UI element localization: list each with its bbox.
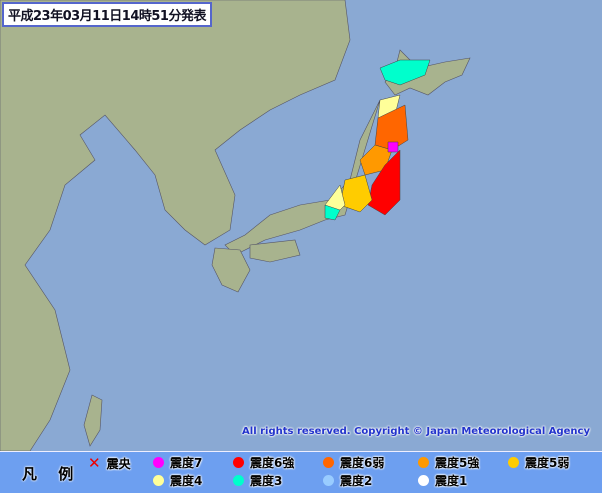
legend-item: 震度4 bbox=[153, 472, 202, 489]
issue-time-title: 平成23年03月11日14時51分発表 bbox=[2, 2, 212, 27]
legend-item: 震度6弱 bbox=[323, 454, 384, 471]
taiwan bbox=[83, 394, 103, 447]
map-canvas bbox=[0, 0, 471, 451]
legend-heading: 凡 例 bbox=[22, 465, 82, 483]
legend-item: 震度5強 bbox=[418, 454, 479, 471]
intensity-dot-icon bbox=[233, 457, 244, 468]
intensity-dot-icon bbox=[153, 457, 164, 468]
intensity-dot-icon bbox=[233, 475, 244, 486]
shikoku bbox=[249, 239, 301, 263]
asian-continent bbox=[0, 0, 351, 451]
kyushu bbox=[211, 247, 251, 293]
copyright-notice: All rights reserved. Copyright © Japan M… bbox=[242, 426, 590, 437]
intensity-dot-icon bbox=[323, 457, 334, 468]
intensity-dot-icon bbox=[418, 457, 429, 468]
legend-item: 震度6強 bbox=[233, 454, 294, 471]
legend-item: 震度7 bbox=[153, 454, 202, 471]
legend-item: 震度3 bbox=[233, 472, 282, 489]
intensity-dot-icon bbox=[508, 457, 519, 468]
legend-item: 震度1 bbox=[418, 472, 467, 489]
intensity-dot-icon bbox=[153, 475, 164, 486]
legend-item: 震度5弱 bbox=[508, 454, 569, 471]
legend-epicenter: ✕ 震央 bbox=[88, 454, 131, 472]
legend-item: 震度2 bbox=[323, 472, 372, 489]
x-mark-icon: ✕ bbox=[88, 454, 101, 472]
intensity-dot-icon bbox=[418, 475, 429, 486]
legend: 凡 例 ✕ 震央 震度7 震度6強 震度6弱 震度5強 震度5弱震度4 震度3 震度2 震度1 bbox=[0, 451, 602, 493]
intensity-dot-icon bbox=[323, 475, 334, 486]
